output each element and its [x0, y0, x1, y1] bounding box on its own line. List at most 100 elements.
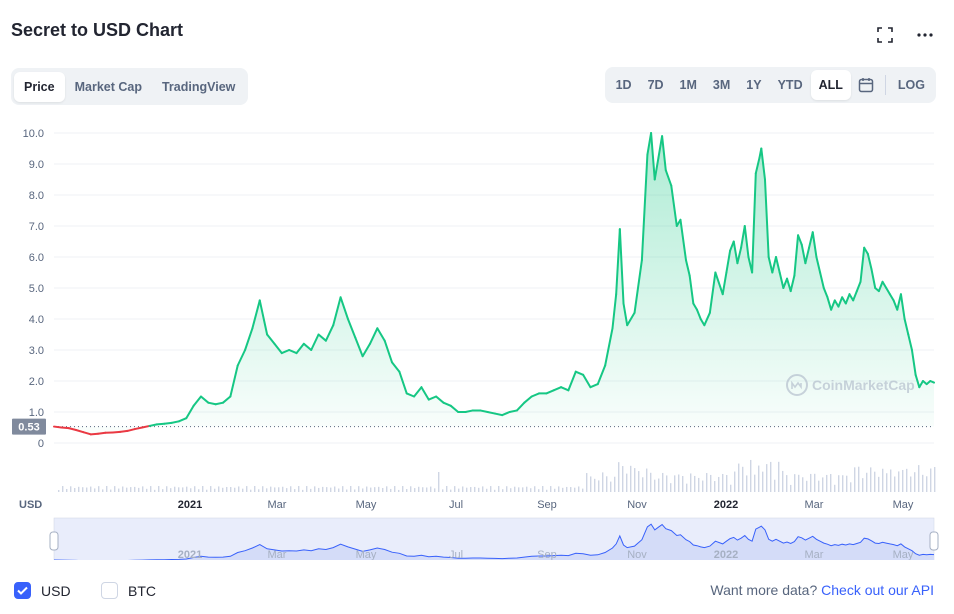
tab-market-cap[interactable]: Market Cap	[74, 79, 142, 94]
volume-bar	[742, 466, 744, 492]
price-segment	[82, 431, 92, 436]
price-segment	[442, 401, 452, 407]
volume-bar	[350, 486, 352, 492]
btc-checkbox[interactable]: BTC	[101, 582, 156, 599]
price-segment	[888, 293, 895, 302]
volume-bar	[82, 487, 84, 492]
volume-bar	[322, 486, 324, 492]
volume-bar	[678, 474, 680, 492]
price-segment	[826, 296, 833, 311]
volume-bar	[930, 468, 932, 492]
price-segment	[280, 349, 291, 355]
x-tick-label: May	[356, 499, 377, 511]
volume-bar	[542, 486, 544, 492]
volume-bar	[158, 486, 160, 492]
volume-bar	[610, 481, 612, 492]
volume-bar	[454, 486, 456, 492]
btc-check-box[interactable]	[101, 582, 118, 599]
volume-bar	[294, 489, 296, 492]
navigator-handle-right[interactable]	[929, 531, 939, 551]
range-7d[interactable]: 7D	[647, 78, 664, 92]
tab-tradingview[interactable]: TradingView	[161, 79, 236, 94]
volume-bar	[146, 488, 148, 492]
volume-bar	[110, 489, 112, 492]
volume-bar	[386, 486, 388, 492]
y-tick-label: 1.0	[29, 407, 44, 419]
navigator-handle-left[interactable]	[49, 531, 59, 551]
price-segment	[111, 430, 122, 434]
tab-price[interactable]: Price	[14, 71, 65, 102]
price-segment	[75, 428, 85, 434]
price-segment	[852, 290, 858, 302]
price-segment	[207, 401, 217, 406]
price-segment	[582, 373, 592, 389]
range-selector: 1D 7D 1M 3M 1Y YTD ALL LOG	[604, 67, 936, 103]
price-segment	[97, 431, 107, 435]
volume-bar	[174, 486, 176, 492]
price-segment	[574, 370, 585, 376]
price-segment	[133, 426, 144, 431]
price-segment	[696, 308, 702, 320]
range-1d[interactable]: 1D	[615, 78, 632, 92]
volume-bar	[462, 486, 464, 492]
volume-bar	[866, 472, 868, 492]
price-segment	[604, 327, 614, 367]
price-chart[interactable]: 10.0 9.0 8.0 7.0 6.0 5.0 4.0 3.0 2.0 1.0 0 0.53 Co…	[0, 0, 954, 560]
volume-bar	[806, 480, 808, 492]
volume-bar	[382, 487, 384, 492]
volume-bar	[334, 486, 336, 492]
price-segment	[789, 274, 796, 293]
price-segment	[907, 333, 913, 351]
volume-bar	[238, 486, 240, 492]
navigator-tick-label: Mar	[268, 549, 287, 560]
x-tick-label: May	[893, 499, 914, 511]
volume-bar	[290, 486, 292, 492]
price-segment	[515, 401, 526, 412]
range-1y[interactable]: 1Y	[746, 78, 762, 92]
range-1m[interactable]: 1M	[679, 78, 697, 92]
volume-bar	[830, 474, 832, 492]
volume-bar	[758, 465, 760, 492]
range-divider	[884, 75, 886, 95]
volume-bar	[434, 488, 436, 492]
volume-bar	[358, 486, 360, 492]
volume-bar	[446, 486, 448, 492]
range-ytd[interactable]: YTD	[777, 78, 803, 92]
price-segment	[664, 169, 673, 187]
volume-bar	[906, 468, 908, 492]
volume-bar	[714, 481, 716, 492]
volume-bar	[846, 475, 848, 492]
volume-bar	[518, 487, 520, 492]
api-link[interactable]: Check out our API	[821, 582, 934, 598]
log-scale-toggle[interactable]: LOG	[897, 78, 925, 92]
fullscreen-icon[interactable]	[876, 26, 894, 44]
volume-bar	[286, 488, 288, 492]
calendar-icon[interactable]	[851, 70, 881, 100]
volume-bar	[78, 486, 80, 492]
range-navigator[interactable]: 2021 Mar May Jul Sep Nov 2022 Mar May	[49, 517, 939, 560]
price-segment	[596, 364, 607, 386]
volume-bar	[98, 486, 100, 492]
volume-bar	[270, 486, 272, 492]
volume-bar	[194, 486, 196, 492]
usd-check-box[interactable]	[14, 582, 31, 599]
navigator-tick-label: 2022	[714, 549, 738, 560]
more-dots-icon[interactable]	[916, 26, 934, 44]
range-3m[interactable]: 3M	[712, 78, 731, 92]
volume-bar	[234, 487, 236, 492]
volume-bar	[798, 474, 800, 492]
usd-checkbox[interactable]: USD	[14, 582, 71, 599]
volume-bar	[186, 486, 188, 492]
volume-bar	[394, 486, 396, 492]
volume-bar	[94, 488, 96, 492]
price-segment	[170, 420, 180, 424]
volume-bar	[310, 488, 312, 492]
volume-bar	[690, 473, 692, 492]
volume-bar	[586, 473, 588, 492]
price-segment	[870, 268, 877, 289]
price-segment	[877, 280, 884, 293]
price-segment	[837, 296, 844, 308]
x-tick-label: Sep	[537, 499, 557, 511]
range-all[interactable]: ALL	[810, 70, 851, 100]
volume-bar	[638, 471, 640, 492]
